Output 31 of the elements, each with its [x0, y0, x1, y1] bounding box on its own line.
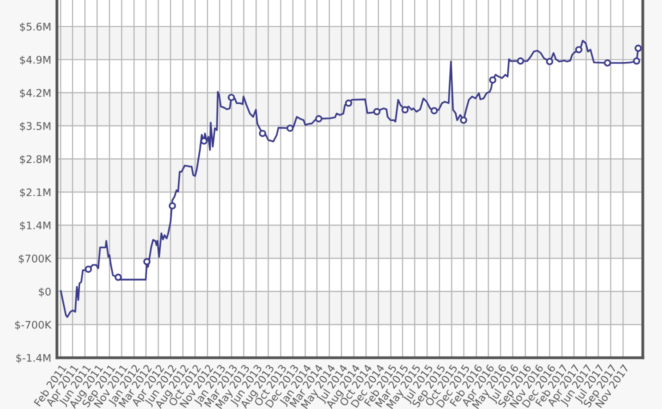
point [168, 202, 176, 210]
y-tick-label: $2.8M [20, 155, 50, 164]
y-tick-label: $-1.4M [16, 354, 50, 364]
y-tick-label: $700K [18, 254, 52, 264]
y-tick-label: $2.1M [20, 188, 50, 198]
point [604, 59, 612, 67]
point [401, 106, 409, 114]
point [286, 124, 294, 132]
point [634, 44, 642, 52]
y-tick-label: $0 [38, 288, 51, 297]
point [344, 100, 352, 107]
point [460, 116, 468, 124]
point [315, 115, 322, 122]
y-tick-label: $3.5M [20, 122, 50, 132]
point [430, 107, 438, 114]
y-tick-label: $1.4M [20, 221, 50, 231]
point [489, 76, 496, 84]
point [84, 266, 92, 273]
point [258, 130, 266, 138]
y-tick-label: $5.6M [20, 22, 50, 32]
point [228, 94, 235, 102]
point [143, 258, 150, 266]
point [632, 57, 640, 65]
y-tick-label: $4.2M [20, 88, 50, 98]
point [546, 58, 554, 66]
point [114, 274, 122, 281]
point [575, 46, 582, 54]
point [373, 108, 380, 116]
y-tick-label: $-700K [15, 320, 52, 330]
point [516, 57, 524, 65]
y-tick-label: $4.9M [20, 56, 50, 66]
